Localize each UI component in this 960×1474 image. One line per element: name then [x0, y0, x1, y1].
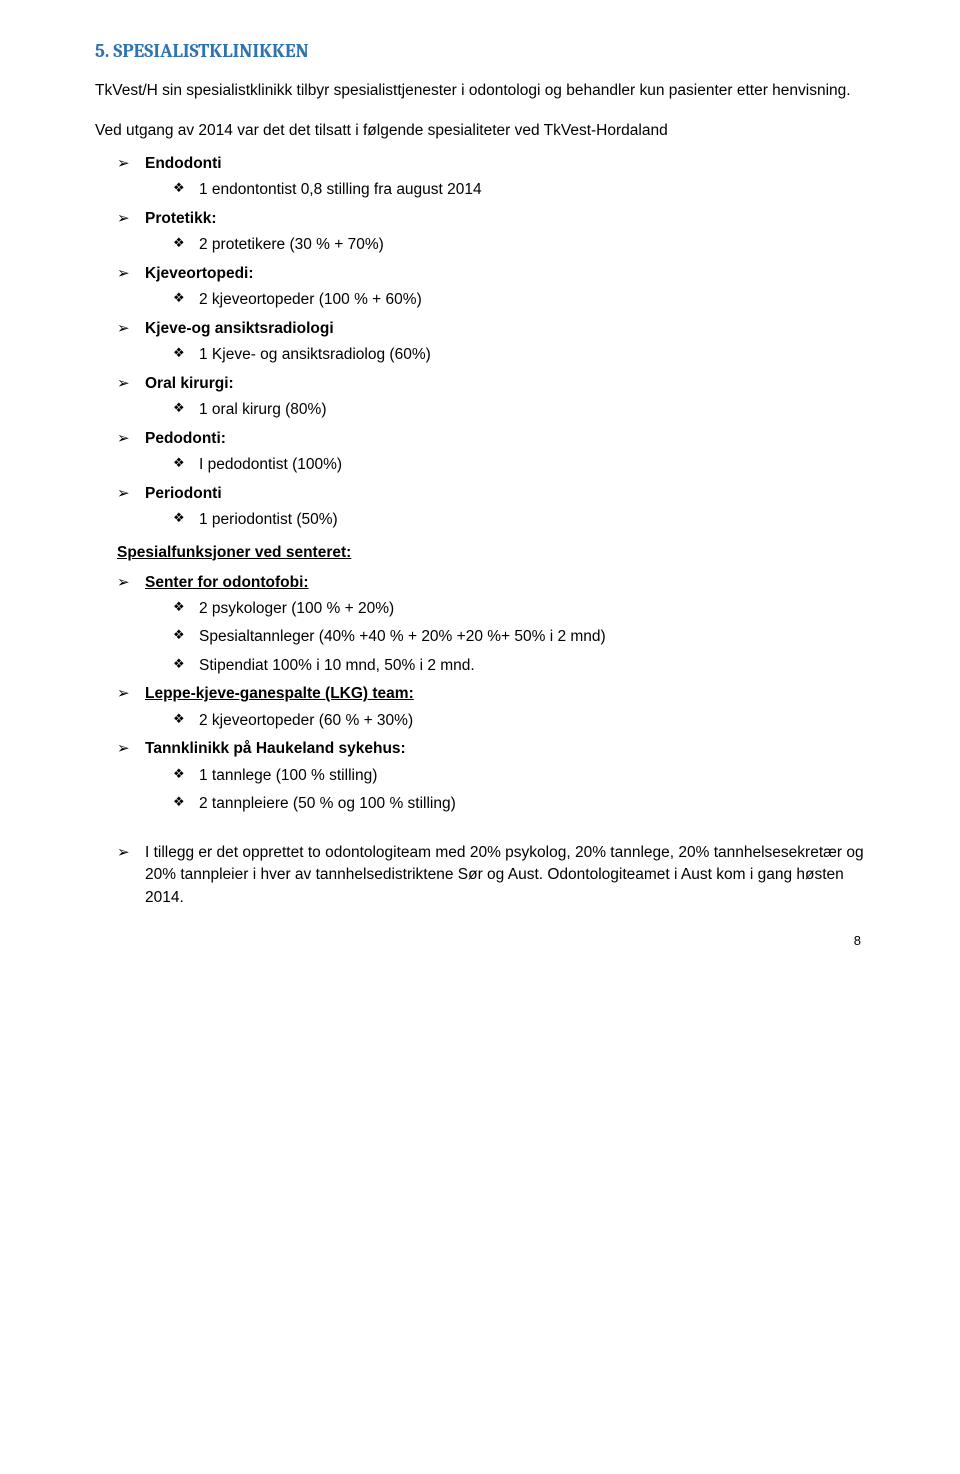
- specialty-label: Kjeveortopedi:: [145, 265, 254, 282]
- specialty-item: Protetikk: 2 protetikere (30 % + 70%): [117, 208, 865, 257]
- page-number: 8: [95, 933, 865, 948]
- tillegg-item: I tillegg er det opprettet to odontologi…: [117, 842, 865, 909]
- haukeland-item: Tannklinikk på Haukeland sykehus: 1 tann…: [117, 738, 865, 815]
- specialty-label: Oral kirurgi:: [145, 375, 234, 392]
- list-subitem: 2 kjeveortopeder (60 % + 30%): [173, 710, 865, 732]
- intro-paragraph-2: Ved utgang av 2014 var det det tilsatt i…: [95, 120, 865, 142]
- tillegg-text: I tillegg er det opprettet to odontologi…: [145, 844, 864, 906]
- tillegg-list: I tillegg er det opprettet to odontologi…: [117, 842, 865, 909]
- senter-label: Senter for odontofobi:: [145, 574, 309, 591]
- section-heading: 5. SPESIALISTKLINIKKEN: [95, 40, 865, 62]
- specialty-subitem: 1 Kjeve- og ansiktsradiolog (60%): [173, 344, 865, 366]
- specialty-item: Endodonti 1 endontontist 0,8 stilling fra…: [117, 153, 865, 202]
- list-subitem: Stipendiat 100% i 10 mnd, 50% i 2 mnd.: [173, 655, 865, 677]
- specialty-sublist: 1 endontontist 0,8 stilling fra august 2…: [173, 179, 865, 201]
- list-subitem: Spesialtannleger (40% +40 % + 20% +20 %+…: [173, 626, 865, 648]
- specialty-label: Protetikk:: [145, 210, 217, 227]
- specialty-subitem: 1 oral kirurg (80%): [173, 399, 865, 421]
- specialty-subitem: I pedodontist (100%): [173, 454, 865, 476]
- spesialfunksjoner-heading: Spesialfunksjoner ved senteret:: [117, 544, 865, 562]
- specialty-item: Kjeve-og ansiktsradiologi 1 Kjeve- og ans…: [117, 318, 865, 367]
- specialty-sublist: 1 oral kirurg (80%): [173, 399, 865, 421]
- intro-paragraph: TkVest/H sin spesialistklinikk tilbyr sp…: [95, 80, 865, 102]
- specialty-label: Kjeve-og ansiktsradiologi: [145, 320, 334, 337]
- senter-item: Senter for odontofobi: 2 psykologer (100…: [117, 572, 865, 678]
- specialty-subitem: 2 protetikere (30 % + 70%): [173, 234, 865, 256]
- list-subitem: 2 tannpleiere (50 % og 100 % stilling): [173, 793, 865, 815]
- haukeland-sublist: 1 tannlege (100 % stilling) 2 tannpleiere…: [173, 765, 865, 816]
- list-subitem: 1 tannlege (100 % stilling): [173, 765, 865, 787]
- specialty-sublist: 1 Kjeve- og ansiktsradiolog (60%): [173, 344, 865, 366]
- specialties-list: Endodonti 1 endontontist 0,8 stilling fra…: [117, 153, 865, 532]
- specialty-subitem: 2 kjeveortopeder (100 % + 60%): [173, 289, 865, 311]
- specialty-sublist: 2 protetikere (30 % + 70%): [173, 234, 865, 256]
- senter-sublist: 2 psykologer (100 % + 20%) Spesialtannleg…: [173, 598, 865, 677]
- specialty-label: Endodonti: [145, 155, 222, 172]
- list-subitem: 2 psykologer (100 % + 20%): [173, 598, 865, 620]
- senter-list: Senter for odontofobi: 2 psykologer (100…: [117, 572, 865, 816]
- haukeland-label: Tannklinikk på Haukeland sykehus:: [145, 740, 406, 757]
- specialty-subitem: 1 endontontist 0,8 stilling fra august 2…: [173, 179, 865, 201]
- lkg-item: Leppe-kjeve-ganespalte (LKG) team: 2 kje…: [117, 683, 865, 732]
- specialty-label: Periodonti: [145, 485, 222, 502]
- specialty-subitem: 1 periodontist (50%): [173, 509, 865, 531]
- specialty-item: Oral kirurgi: 1 oral kirurg (80%): [117, 373, 865, 422]
- specialty-sublist: I pedodontist (100%): [173, 454, 865, 476]
- specialty-sublist: 1 periodontist (50%): [173, 509, 865, 531]
- specialty-sublist: 2 kjeveortopeder (100 % + 60%): [173, 289, 865, 311]
- lkg-sublist: 2 kjeveortopeder (60 % + 30%): [173, 710, 865, 732]
- lkg-label: Leppe-kjeve-ganespalte (LKG) team:: [145, 685, 414, 702]
- specialty-item: Periodonti 1 periodontist (50%): [117, 483, 865, 532]
- specialty-label: Pedodonti:: [145, 430, 226, 447]
- specialty-item: Pedodonti: I pedodontist (100%): [117, 428, 865, 477]
- specialty-item: Kjeveortopedi: 2 kjeveortopeder (100 % + …: [117, 263, 865, 312]
